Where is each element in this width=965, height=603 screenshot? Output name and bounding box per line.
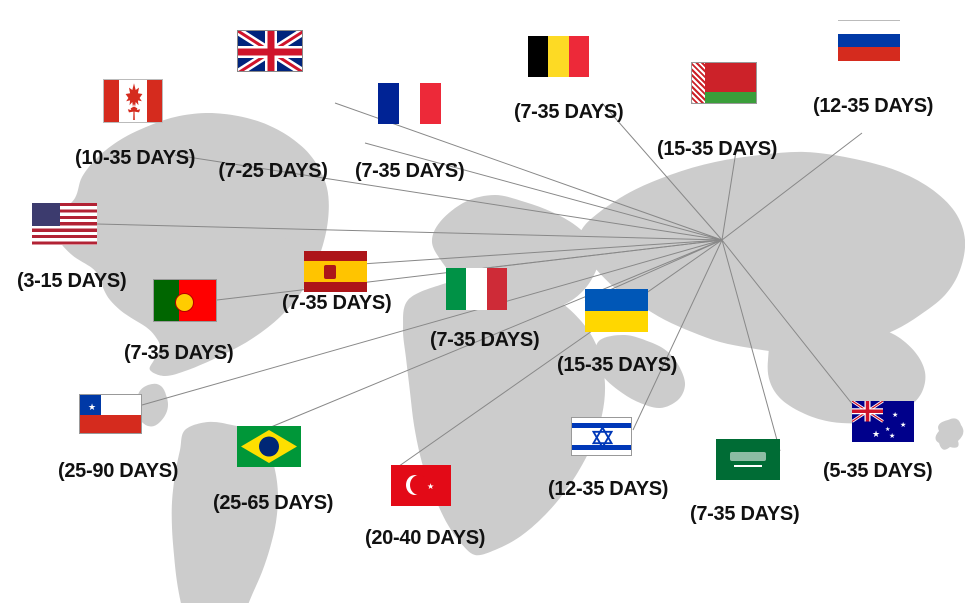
svg-text:★: ★: [900, 421, 906, 429]
svg-text:★: ★: [872, 429, 880, 439]
svg-text:★: ★: [889, 432, 895, 440]
svg-text:★: ★: [892, 411, 898, 419]
svg-text:★: ★: [885, 426, 890, 433]
